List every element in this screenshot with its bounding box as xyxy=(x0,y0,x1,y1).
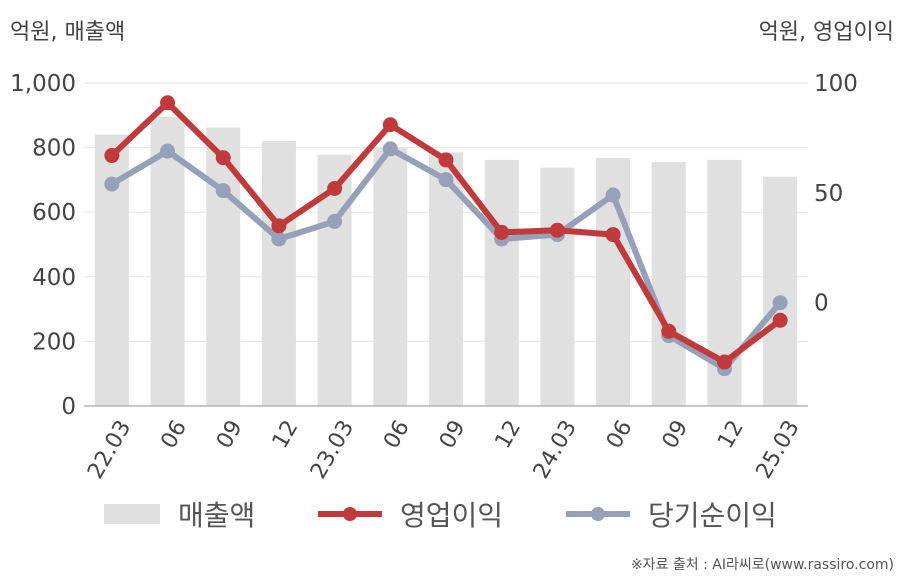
right-axis-unit: 억원, 영업이익 xyxy=(758,20,894,45)
bar xyxy=(150,116,185,406)
legend-label-net-income: 당기순이익 xyxy=(648,499,777,532)
y-left-tick-label: 200 xyxy=(32,329,76,355)
y-left-tick-label: 0 xyxy=(61,394,76,420)
y-left-tick-label: 400 xyxy=(32,265,76,291)
bar xyxy=(540,167,575,406)
net-income-point xyxy=(327,213,343,229)
x-tick-label: 09 xyxy=(212,416,248,453)
x-tick-label: 12 xyxy=(713,416,749,453)
operating-profit-point xyxy=(438,152,454,168)
x-tick-label: 09 xyxy=(435,416,471,453)
legend-item-operating-profit: 영업이익 xyxy=(318,494,503,534)
legend-swatch-revenue xyxy=(104,504,160,524)
x-tick-label: 09 xyxy=(658,416,694,453)
y-left-tick-label: 800 xyxy=(32,136,76,162)
operating-profit-point xyxy=(661,323,677,339)
operating-profit-point xyxy=(605,227,621,243)
legend-item-revenue: 매출액 xyxy=(104,494,255,534)
net-income-point xyxy=(772,295,788,311)
net-income-point xyxy=(215,183,231,199)
net-income-point xyxy=(605,187,621,203)
operating-profit-point xyxy=(494,224,510,240)
x-tick-label: 25.03 xyxy=(752,416,805,483)
legend-label-operating-profit: 영업이익 xyxy=(400,499,504,532)
y-right-tick-label: 100 xyxy=(814,71,858,97)
y-left-tick-label: 1,000 xyxy=(10,71,76,97)
x-tick-label: 06 xyxy=(602,416,638,453)
x-tick-label: 06 xyxy=(156,416,192,453)
net-income-point xyxy=(104,176,120,192)
x-tick-label: 12 xyxy=(268,416,304,453)
y-right-tick-label: 50 xyxy=(814,181,843,207)
bar xyxy=(651,162,686,406)
bar xyxy=(261,141,296,406)
operating-profit-point xyxy=(104,148,120,164)
bar xyxy=(484,159,519,406)
operating-profit-point xyxy=(271,218,287,234)
legend-item-net-income: 당기순이익 xyxy=(566,494,777,534)
x-tick-label: 22.03 xyxy=(83,416,136,483)
net-income-point xyxy=(438,172,454,188)
line-series xyxy=(104,95,788,377)
legend-swatch-net-income xyxy=(566,504,630,524)
bar xyxy=(763,176,798,406)
operating-profit-point xyxy=(772,312,788,328)
bar xyxy=(373,147,408,406)
legend-swatch-operating-profit xyxy=(318,504,382,524)
net-income-point xyxy=(382,141,398,157)
operating-profit-point xyxy=(549,222,565,238)
bar-series xyxy=(94,116,798,406)
operating-profit-point xyxy=(716,354,732,370)
net-income-point xyxy=(271,231,287,247)
x-tick-label: 06 xyxy=(379,416,415,453)
x-tick-label: 23.03 xyxy=(306,416,359,483)
legend-label-revenue: 매출액 xyxy=(178,499,256,532)
operating-profit-point xyxy=(160,95,176,111)
y-right-tick-label: 0 xyxy=(814,291,829,317)
y-left-tick-label: 600 xyxy=(32,200,76,226)
legend: 매출액 영업이익 당기순이익 xyxy=(0,494,908,534)
operating-profit-point xyxy=(215,150,231,166)
operating-profit-point xyxy=(382,117,398,133)
x-tick-label: 12 xyxy=(491,416,527,453)
net-income-point xyxy=(160,143,176,159)
operating-profit-point xyxy=(327,180,343,196)
x-tick-label: 24.03 xyxy=(529,416,582,483)
left-axis-unit: 억원, 매출액 xyxy=(10,20,126,45)
source-note: ※자료 출처 : AI라씨로(www.rassiro.com) xyxy=(630,557,894,573)
